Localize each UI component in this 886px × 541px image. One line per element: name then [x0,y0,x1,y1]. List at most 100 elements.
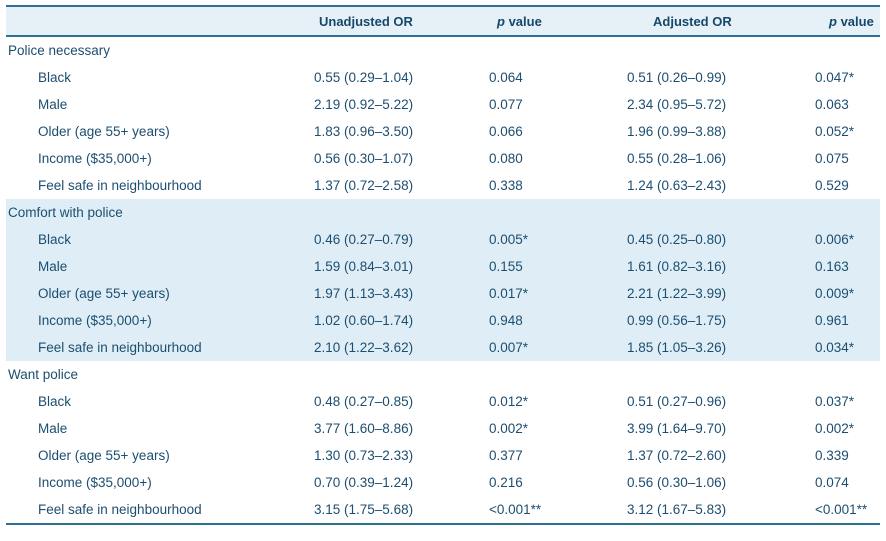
column-header-text: Unadjusted OR [319,13,413,29]
row-label: Male [38,421,68,436]
table-row: Black 0.55 (0.29–1.04) 0.064 0.51 (0.26–… [6,64,880,91]
unadjusted-or-cell: 0.70 (0.39–1.24) [314,475,414,490]
unadjusted-or-cell: 0.46 (0.27–0.79) [314,232,414,247]
table-row: Male 2.19 (0.92–5.22) 0.077 2.34 (0.95–5… [6,91,880,118]
section-title: Comfort with police [8,205,123,220]
p-value-cell: 0.009* [815,286,855,301]
adjusted-or-cell: 1.37 (0.72–2.60) [627,448,727,463]
p-value-cell: 0.163 [815,259,849,274]
p-value-cell: 0.529 [815,178,849,193]
table-row: Feel safe in neighbourhood 3.15 (1.75–5.… [6,496,880,524]
p-value-cell: 0.075 [815,151,849,166]
p-value-cell: 0.006* [815,232,855,247]
p-value-cell: 0.216 [489,475,523,490]
adjusted-or-cell: 0.56 (0.30–1.06) [627,475,727,490]
p-value-cell: 0.338 [489,178,523,193]
p-value-cell: 0.961 [815,313,849,328]
p-value-cell: 0.074 [815,475,849,490]
row-label: Income ($35,000+) [38,151,152,166]
unadjusted-or-cell: 1.83 (0.96–3.50) [314,124,414,139]
p-value-cell: 0.037* [815,394,855,409]
adjusted-or-cell: 0.51 (0.26–0.99) [627,70,727,85]
p-value-cell: 0.017* [489,286,529,301]
table-row: Income ($35,000+) 1.02 (0.60–1.74) 0.948… [6,307,880,334]
section-header-row: Police necessary [6,36,880,64]
table-row: Income ($35,000+) 0.70 (0.39–1.24) 0.216… [6,469,880,496]
p-value-cell: 0.002* [489,421,529,436]
adjusted-or-cell: 2.34 (0.95–5.72) [627,97,727,112]
column-header-italic: p [829,13,837,29]
section-want-police: Want police Black 0.48 (0.27–0.85) 0.012… [6,361,880,524]
adjusted-or-cell: 2.21 (1.22–3.99) [627,286,727,301]
adjusted-or-cell: 0.51 (0.27–0.96) [627,394,727,409]
row-label: Older (age 55+ years) [38,286,170,301]
row-label: Black [38,394,72,409]
table-row: Black 0.46 (0.27–0.79) 0.005* 0.45 (0.25… [6,226,880,253]
p-value-cell: 0.005* [489,232,529,247]
unadjusted-or-cell: 0.48 (0.27–0.85) [314,394,414,409]
unadjusted-or-cell: 0.56 (0.30–1.07) [314,151,414,166]
row-label: Black [38,232,72,247]
table-header-row: Unadjusted OR p value Adjusted OR p valu… [6,6,880,36]
row-label: Older (age 55+ years) [38,448,170,463]
unadjusted-or-cell: 1.37 (0.72–2.58) [314,178,414,193]
adjusted-or-cell: 3.12 (1.67–5.83) [627,502,727,517]
unadjusted-or-cell: 3.77 (1.60–8.86) [314,421,414,436]
row-label: Black [38,70,72,85]
column-header-text: value [836,13,874,29]
odds-ratio-table-container: Unadjusted OR p value Adjusted OR p valu… [6,5,880,525]
row-label: Income ($35,000+) [38,475,152,490]
column-header-empty [6,6,306,36]
p-value-cell: 0.080 [489,151,523,166]
p-value-cell: 0.002* [815,421,855,436]
p-value-cell: 0.077 [489,97,523,112]
section-title: Police necessary [8,43,111,58]
unadjusted-or-cell: 0.55 (0.29–1.04) [314,70,414,85]
p-value-cell: 0.066 [489,124,523,139]
table-row: Feel safe in neighbourhood 2.10 (1.22–3.… [6,334,880,361]
column-header-unadjusted-or: Unadjusted OR [306,6,479,36]
section-police-necessary: Police necessary Black 0.55 (0.29–1.04) … [6,36,880,199]
row-label: Income ($35,000+) [38,313,152,328]
column-header-text: Adjusted OR [653,13,732,29]
unadjusted-or-cell: 2.19 (0.92–5.22) [314,97,414,112]
table-row: Male 1.59 (0.84–3.01) 0.155 1.61 (0.82–3… [6,253,880,280]
adjusted-or-cell: 3.99 (1.64–9.70) [627,421,727,436]
row-label: Male [38,259,68,274]
column-header-italic: p [497,13,505,29]
odds-ratio-table: Unadjusted OR p value Adjusted OR p valu… [6,5,880,525]
adjusted-or-cell: 1.24 (0.63–2.43) [627,178,727,193]
table-row: Older (age 55+ years) 1.30 (0.73–2.33) 0… [6,442,880,469]
table-row: Black 0.48 (0.27–0.85) 0.012* 0.51 (0.27… [6,388,880,415]
table-row: Older (age 55+ years) 1.97 (1.13–3.43) 0… [6,280,880,307]
p-value-cell: 0.064 [489,70,523,85]
column-header-text: value [504,13,542,29]
p-value-cell: 0.155 [489,259,523,274]
adjusted-or-cell: 0.45 (0.25–0.80) [627,232,727,247]
table-row: Male 3.77 (1.60–8.86) 0.002* 3.99 (1.64–… [6,415,880,442]
p-value-cell: 0.063 [815,97,849,112]
p-value-cell: 0.007* [489,340,529,355]
p-value-cell: 0.052* [815,124,855,139]
row-label: Feel safe in neighbourhood [38,178,202,193]
p-value-cell: 0.377 [489,448,523,463]
p-value-cell: 0.339 [815,448,849,463]
adjusted-or-cell: 1.85 (1.05–3.26) [627,340,727,355]
unadjusted-or-cell: 1.30 (0.73–2.33) [314,448,414,463]
section-title: Want police [8,367,79,382]
p-value-cell: 0.047* [815,70,855,85]
column-header-p-value-2: p value [813,6,880,36]
unadjusted-or-cell: 2.10 (1.22–3.62) [314,340,414,355]
p-value-cell: <0.001** [489,502,542,517]
section-header-row: Comfort with police [6,199,880,226]
column-header-p-value-1: p value [479,6,625,36]
row-label: Older (age 55+ years) [38,124,170,139]
p-value-cell: 0.034* [815,340,855,355]
p-value-cell: <0.001** [815,502,868,517]
section-header-row: Want police [6,361,880,388]
unadjusted-or-cell: 1.02 (0.60–1.74) [314,313,414,328]
table-row: Income ($35,000+) 0.56 (0.30–1.07) 0.080… [6,145,880,172]
unadjusted-or-cell: 1.97 (1.13–3.43) [314,286,414,301]
column-header-adjusted-or: Adjusted OR [625,6,813,36]
row-label: Male [38,97,68,112]
